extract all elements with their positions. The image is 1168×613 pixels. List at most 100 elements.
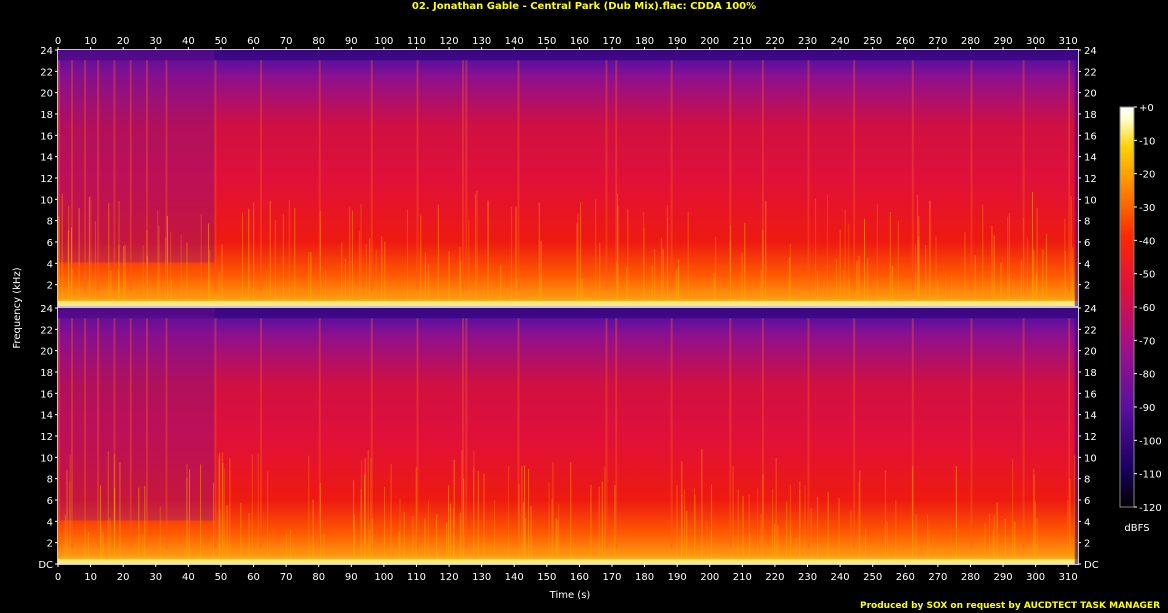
- energy-streak: [468, 219, 470, 306]
- energy-streak: [241, 212, 243, 306]
- y-tick-label-left: 12: [40, 174, 53, 185]
- energy-streak: [186, 242, 188, 306]
- energy-streak: [789, 484, 791, 564]
- energy-streak: [788, 256, 790, 306]
- energy-streak: [694, 495, 696, 564]
- y-tick-label-left: 14: [40, 411, 53, 422]
- energy-streak: [826, 194, 828, 306]
- x-tick-label-top: 260: [896, 36, 915, 47]
- energy-streak: [677, 265, 679, 306]
- energy-streak: [885, 470, 887, 564]
- x-tick-label-bottom: 40: [182, 572, 195, 583]
- energy-streak: [349, 207, 351, 306]
- energy-streak: [515, 206, 517, 306]
- energy-streak: [448, 485, 450, 564]
- y-tick-label-left: 10: [40, 453, 53, 464]
- energy-streak: [858, 482, 860, 564]
- transient-streak: [416, 318, 419, 549]
- energy-streak: [124, 245, 126, 306]
- energy-streak: [858, 255, 860, 306]
- transient-streak: [113, 318, 116, 549]
- energy-streak: [1008, 213, 1010, 306]
- energy-streak: [555, 518, 557, 564]
- x-tick-label-bottom: 240: [831, 572, 850, 583]
- energy-streak: [138, 487, 140, 564]
- energy-streak: [412, 516, 414, 564]
- energy-streak: [540, 240, 542, 306]
- energy-streak: [548, 482, 550, 564]
- energy-streak: [180, 234, 182, 306]
- x-tick-label-top: 90: [345, 36, 358, 47]
- energy-streak: [224, 468, 226, 564]
- transient-streak: [911, 318, 914, 549]
- x-tick-label-top: 200: [700, 36, 719, 47]
- transient-streak: [462, 318, 465, 549]
- energy-streak: [1031, 191, 1033, 306]
- transient-streak: [517, 60, 520, 291]
- y-tick-label-right: 18: [1084, 368, 1097, 379]
- energy-streak: [643, 227, 645, 306]
- energy-streak: [799, 481, 801, 564]
- energy-streak: [810, 508, 812, 564]
- energy-streak: [114, 454, 116, 564]
- x-tick-label-top: 20: [117, 36, 130, 47]
- y-tick-label-left: 4: [47, 259, 53, 270]
- transient-streak: [1022, 318, 1025, 549]
- energy-streak: [87, 531, 89, 564]
- energy-streak: [762, 229, 764, 306]
- energy-streak: [570, 461, 572, 564]
- energy-streak: [551, 498, 553, 564]
- energy-streak: [312, 499, 314, 564]
- colorbar-tick-label: -60: [1139, 303, 1155, 314]
- energy-streak: [580, 202, 582, 306]
- energy-streak: [354, 514, 356, 564]
- y-tick-label-right: 2: [1084, 281, 1090, 292]
- energy-streak: [835, 259, 837, 306]
- energy-streak: [71, 269, 73, 306]
- energy-streak: [772, 488, 774, 564]
- energy-streak: [1045, 233, 1047, 306]
- spectrogram-base: [58, 50, 1078, 306]
- y-tick-label-right: 4: [1084, 517, 1090, 528]
- transient-streak: [260, 318, 263, 549]
- x-tick-label-bottom: 160: [570, 572, 589, 583]
- energy-streak: [118, 244, 120, 306]
- energy-streak: [1072, 247, 1074, 306]
- y-tick-label-right: 24: [1084, 46, 1097, 57]
- energy-streak: [186, 464, 188, 564]
- energy-streak: [1012, 459, 1014, 564]
- energy-streak: [218, 458, 220, 564]
- energy-streak: [1042, 248, 1044, 306]
- energy-streak: [209, 250, 211, 306]
- energy-streak: [538, 202, 540, 306]
- energy-streak: [325, 270, 327, 306]
- transient-streak: [370, 60, 373, 291]
- energy-streak: [248, 512, 250, 564]
- colorbar-tick-label: -110: [1139, 470, 1162, 481]
- x-tick-label-bottom: 70: [280, 572, 293, 583]
- transient-streak: [318, 60, 321, 291]
- x-tick-label-top: 40: [182, 36, 195, 47]
- energy-streak: [473, 450, 475, 564]
- energy-streak: [955, 465, 957, 564]
- energy-streak: [424, 518, 426, 564]
- energy-streak: [993, 235, 995, 306]
- x-tick-label-top: 150: [537, 36, 556, 47]
- energy-streak: [616, 261, 618, 306]
- energy-streak: [848, 279, 850, 306]
- y-tick-label-right: 22: [1084, 325, 1097, 336]
- energy-streak: [483, 473, 485, 564]
- y-tick-label-left: 18: [40, 110, 53, 121]
- transient-streak: [370, 318, 373, 549]
- energy-streak: [599, 242, 601, 306]
- energy-streak: [527, 468, 529, 564]
- energy-streak: [170, 231, 172, 306]
- y-tick-label-right: 20: [1084, 89, 1097, 100]
- colorbar-tick-label: -100: [1139, 436, 1162, 447]
- energy-streak: [463, 478, 465, 564]
- x-tick-label-top: 270: [928, 36, 947, 47]
- y-tick-label-right: 6: [1084, 238, 1090, 249]
- y-tick-label-left: 16: [40, 131, 53, 142]
- energy-streak: [222, 462, 224, 564]
